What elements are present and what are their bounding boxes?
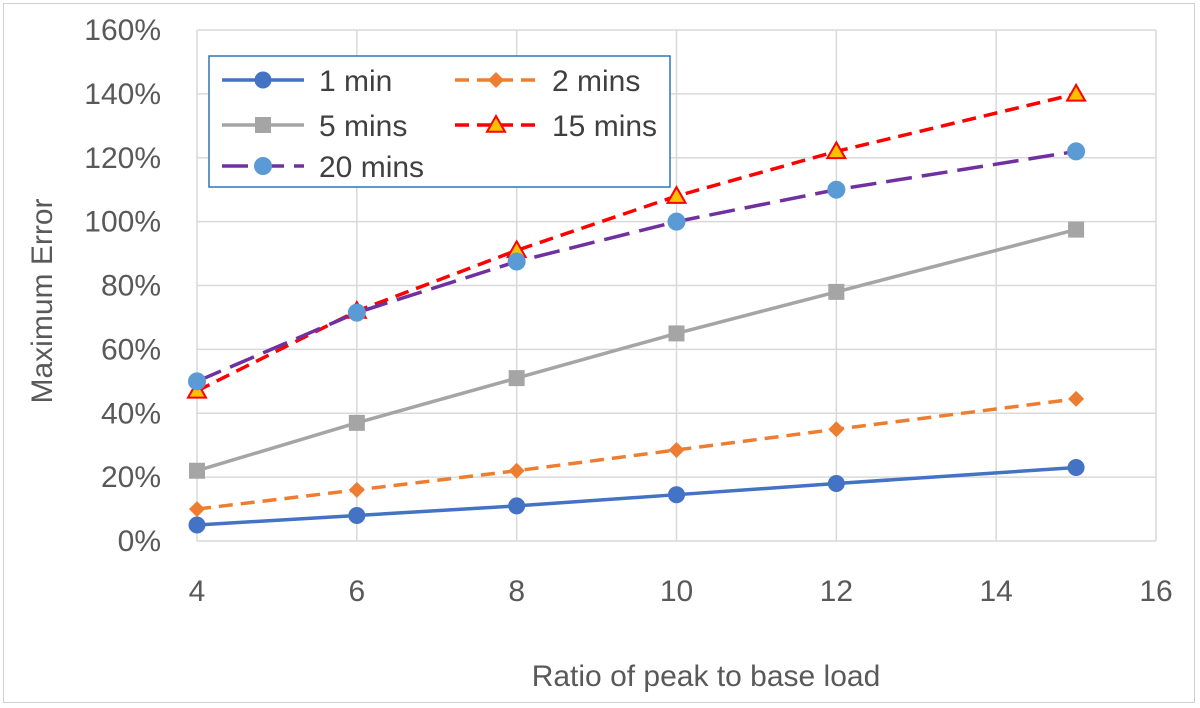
x-tick-label: 4 <box>189 575 206 608</box>
legend-label-2-mins: 2 mins <box>552 65 640 98</box>
y-axis-title: Maximum Error <box>26 198 59 403</box>
data-point-1-min <box>668 486 685 504</box>
legend-marker-1-min <box>254 71 272 89</box>
x-axis-ticks: 4 6 8 10 12 14 16 <box>189 575 1173 608</box>
data-point-2-mins <box>348 481 365 498</box>
x-tick-label: 10 <box>660 575 693 608</box>
x-tick-label: 14 <box>979 575 1012 608</box>
legend-label-5-mins: 5 mins <box>319 110 407 143</box>
y-axis-ticks: 0% 20% 40% 60% 80% 100% 120% 140% 160% <box>84 14 161 558</box>
data-point-15-mins <box>1065 82 1087 102</box>
legend-marker-20-mins <box>254 157 272 175</box>
series-lines <box>196 92 1077 527</box>
x-tick-label: 16 <box>1139 575 1172 608</box>
data-point-2-mins <box>189 501 205 518</box>
data-point-5-mins <box>189 462 205 479</box>
series-line-1-min <box>196 465 1077 527</box>
series-line-5-mins <box>196 227 1077 473</box>
data-point-20-mins <box>188 372 206 391</box>
data-point-15-mins <box>825 140 848 160</box>
legend-marker-15-mins <box>485 113 507 133</box>
x-tick-label: 6 <box>348 575 365 608</box>
legend-marker-2-mins <box>488 72 504 88</box>
y-tick-label: 60% <box>101 333 161 366</box>
legend: 1 min 2 mins 5 mins 15 mins 20 mins <box>208 55 671 188</box>
data-point-2-mins <box>1068 390 1085 407</box>
series-line-20-mins <box>196 149 1077 383</box>
y-tick-label: 140% <box>84 78 161 111</box>
data-point-2-mins <box>828 421 845 438</box>
legend-marker-5-mins <box>255 117 271 133</box>
x-tick-label: 12 <box>820 575 853 608</box>
data-point-5-mins <box>508 370 525 387</box>
data-point-15-mins <box>665 185 688 204</box>
data-point-20-mins <box>667 212 686 231</box>
data-point-5-mins <box>828 283 845 300</box>
legend-box <box>208 55 671 188</box>
axes <box>196 30 1156 542</box>
data-point-20-mins <box>347 303 366 322</box>
data-point-1-min <box>188 516 206 534</box>
data-point-2-mins <box>508 462 525 479</box>
x-axis-title: Ratio of peak to base load <box>532 660 881 693</box>
data-point-20-mins <box>507 252 526 271</box>
y-tick-label: 0% <box>118 525 161 558</box>
y-tick-label: 160% <box>84 14 161 47</box>
data-point-20-mins <box>1067 142 1086 161</box>
y-tick-label: 40% <box>101 397 161 430</box>
data-point-1-min <box>508 497 526 515</box>
data-point-5-mins <box>668 325 685 342</box>
y-tick-label: 120% <box>84 142 161 175</box>
y-tick-label: 80% <box>101 270 161 303</box>
data-point-2-mins <box>668 441 685 458</box>
legend-label-20-mins: 20 mins <box>319 151 424 184</box>
data-point-5-mins <box>348 414 365 431</box>
legend-label-15-mins: 15 mins <box>552 110 657 143</box>
legend-label-1-min: 1 min <box>319 65 392 98</box>
y-tick-label: 100% <box>84 206 161 239</box>
x-tick-label: 8 <box>508 575 525 608</box>
y-tick-label: 20% <box>101 461 161 494</box>
data-point-1-min <box>348 506 366 524</box>
data-point-1-min <box>1067 459 1085 477</box>
series-markers <box>186 82 1087 534</box>
data-point-20-mins <box>827 180 846 199</box>
data-point-1-min <box>827 475 845 493</box>
series-line-2-mins <box>196 397 1077 511</box>
data-point-5-mins <box>1068 221 1085 238</box>
